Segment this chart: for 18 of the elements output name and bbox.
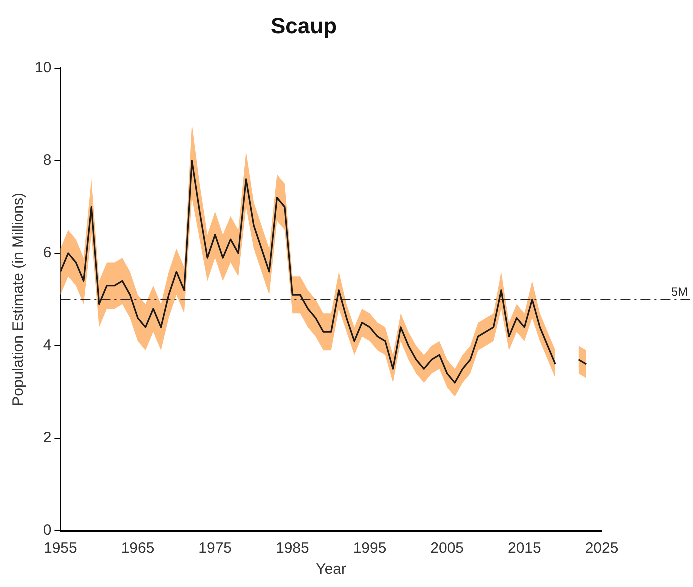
y-axis-title: Population Estimate (in Millions) [10,192,28,406]
y-tick-label: 10 [34,60,52,77]
x-tick-label: 2025 [585,540,619,558]
x-tick-label: 2015 [508,540,542,558]
y-tick-label: 0 [43,522,52,540]
x-tick-label: 1955 [44,540,78,558]
y-tick-label: 6 [43,244,52,262]
y-tick-label: 8 [43,152,52,170]
x-tick-label: 2005 [430,540,464,558]
x-tick-label: 1965 [121,540,155,558]
x-axis-title: Year [316,561,346,578]
ref-line-label: 5M [671,285,688,300]
y-tick-label: 4 [43,337,52,354]
y-tick-label: 2 [43,430,52,447]
chart-title: Scaup [270,13,338,38]
x-tick-label: 1975 [198,540,232,558]
x-tick-label: 1985 [276,540,310,558]
x-tick-label: 1995 [353,540,387,558]
